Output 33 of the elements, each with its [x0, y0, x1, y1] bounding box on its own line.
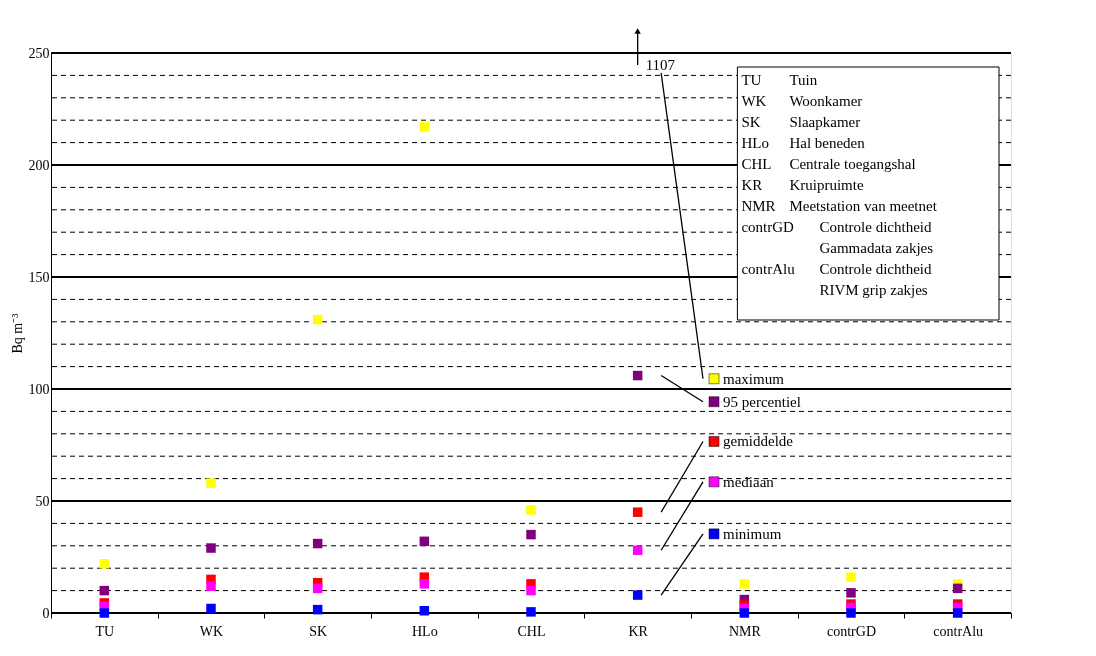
- x-tick-label: HLo: [412, 623, 438, 639]
- y-tick-label: 0: [42, 605, 50, 621]
- y-tick-label: 100: [28, 381, 50, 397]
- text: KR Kruipruimte: [741, 177, 864, 193]
- legend-label: minimum: [723, 525, 782, 542]
- x-tick-label: SK: [309, 623, 328, 639]
- text: contrGD Controle dichtheid: [741, 219, 932, 235]
- annotation: NMR Meetstation van meetnet: [741, 198, 938, 214]
- x-tick-label: contrGD: [827, 623, 876, 639]
- text: contrAlu Controle dichtheid: [741, 261, 932, 277]
- x-tick-label: WK: [199, 623, 224, 639]
- legend-label: mediaan: [723, 473, 775, 490]
- legend-label: gemiddelde: [723, 433, 794, 450]
- legend-label: maximum: [723, 370, 785, 387]
- text: TU Tuin: [741, 72, 818, 88]
- legend-label: 95 percentiel: [723, 393, 801, 410]
- y-tick-label: 250: [28, 45, 50, 61]
- y-axis-title: Bq m⁻³: [9, 313, 25, 354]
- text: HLo Hal beneden: [741, 135, 865, 151]
- y-tick-label: 200: [28, 157, 50, 173]
- x-tick-label: contrAlu: [933, 623, 984, 639]
- x-tick-label: CHL: [517, 623, 546, 639]
- y-tick-label: 150: [28, 269, 50, 285]
- text: CHL Centrale toegangshal: [741, 156, 916, 172]
- annotation: 1107: [645, 57, 676, 73]
- text: SK Slaapkamer: [741, 114, 861, 130]
- annotation: RIVM grip zakjes: [819, 282, 928, 298]
- x-tick-label: KR: [628, 623, 649, 639]
- text: WK Woonkamer: [741, 93, 863, 109]
- x-tick-label: TU: [95, 623, 115, 639]
- annotation: Gammadata zakjes: [819, 240, 934, 256]
- y-tick-label: 50: [35, 493, 50, 509]
- x-tick-label: NMR: [728, 623, 762, 639]
